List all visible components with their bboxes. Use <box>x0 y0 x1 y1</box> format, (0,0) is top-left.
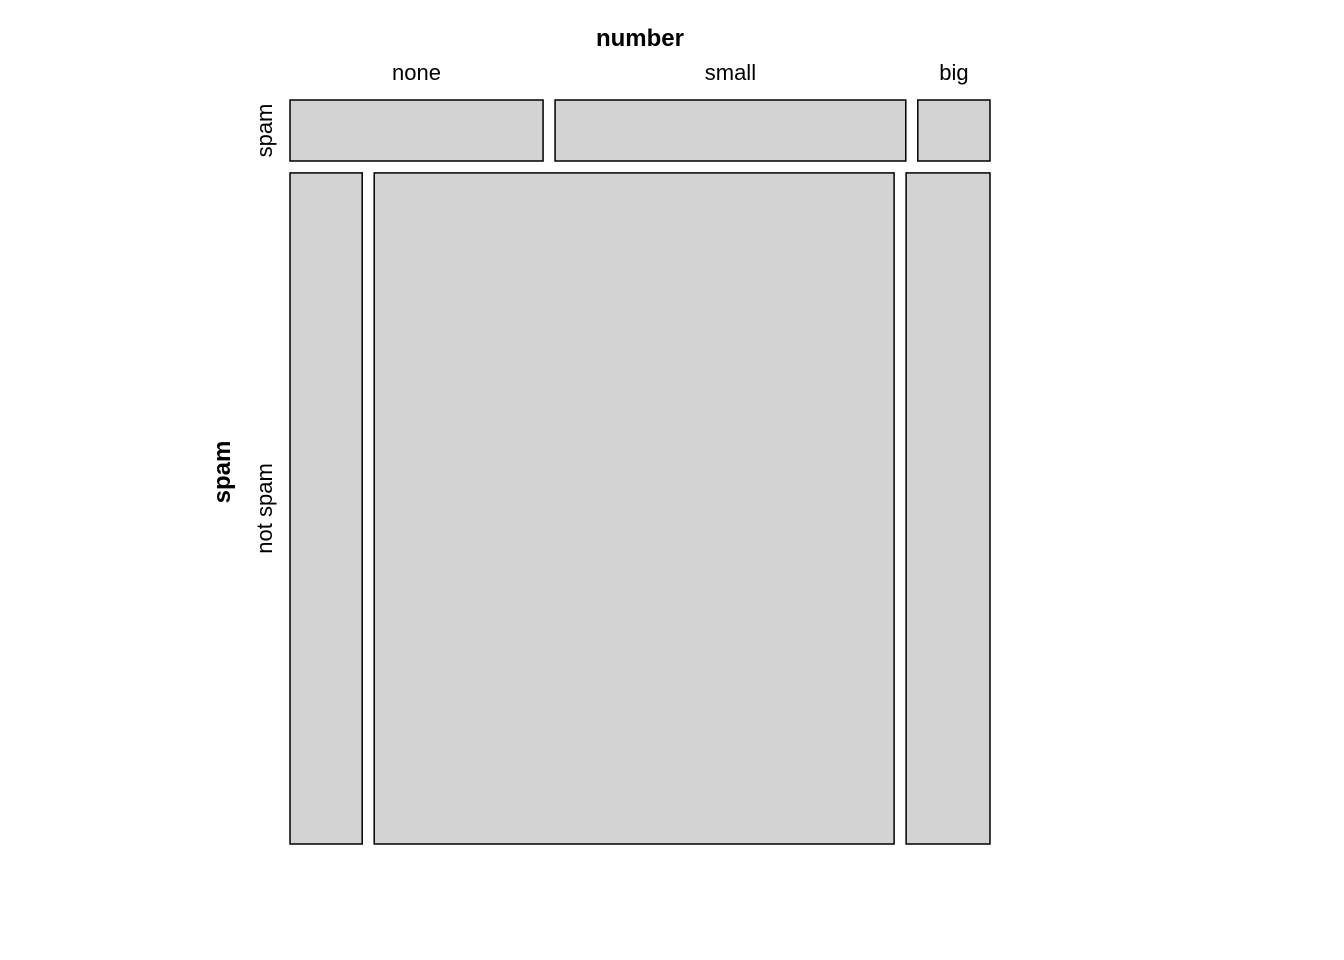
mosaic-cell-row2-col2 <box>906 173 990 844</box>
y-axis-title: spam <box>209 441 236 504</box>
mosaic-plot: none small big spam not spam number spam <box>0 0 1344 960</box>
mosaic-cell-row2-col1 <box>374 173 894 844</box>
x-tick-label-small: small <box>705 60 756 85</box>
x-axis-title: number <box>596 25 684 52</box>
y-tick-label-spam: spam <box>252 104 277 158</box>
mosaic-cell-row2-col0 <box>290 173 362 844</box>
x-tick-label-none: none <box>392 60 441 85</box>
y-tick-label-not-spam: not spam <box>252 463 277 554</box>
x-tick-label-big: big <box>939 60 968 85</box>
mosaic-cell-row1-col0 <box>290 100 543 161</box>
mosaic-cell-row1-col2 <box>918 100 990 161</box>
mosaic-cell-row1-col1 <box>555 100 906 161</box>
